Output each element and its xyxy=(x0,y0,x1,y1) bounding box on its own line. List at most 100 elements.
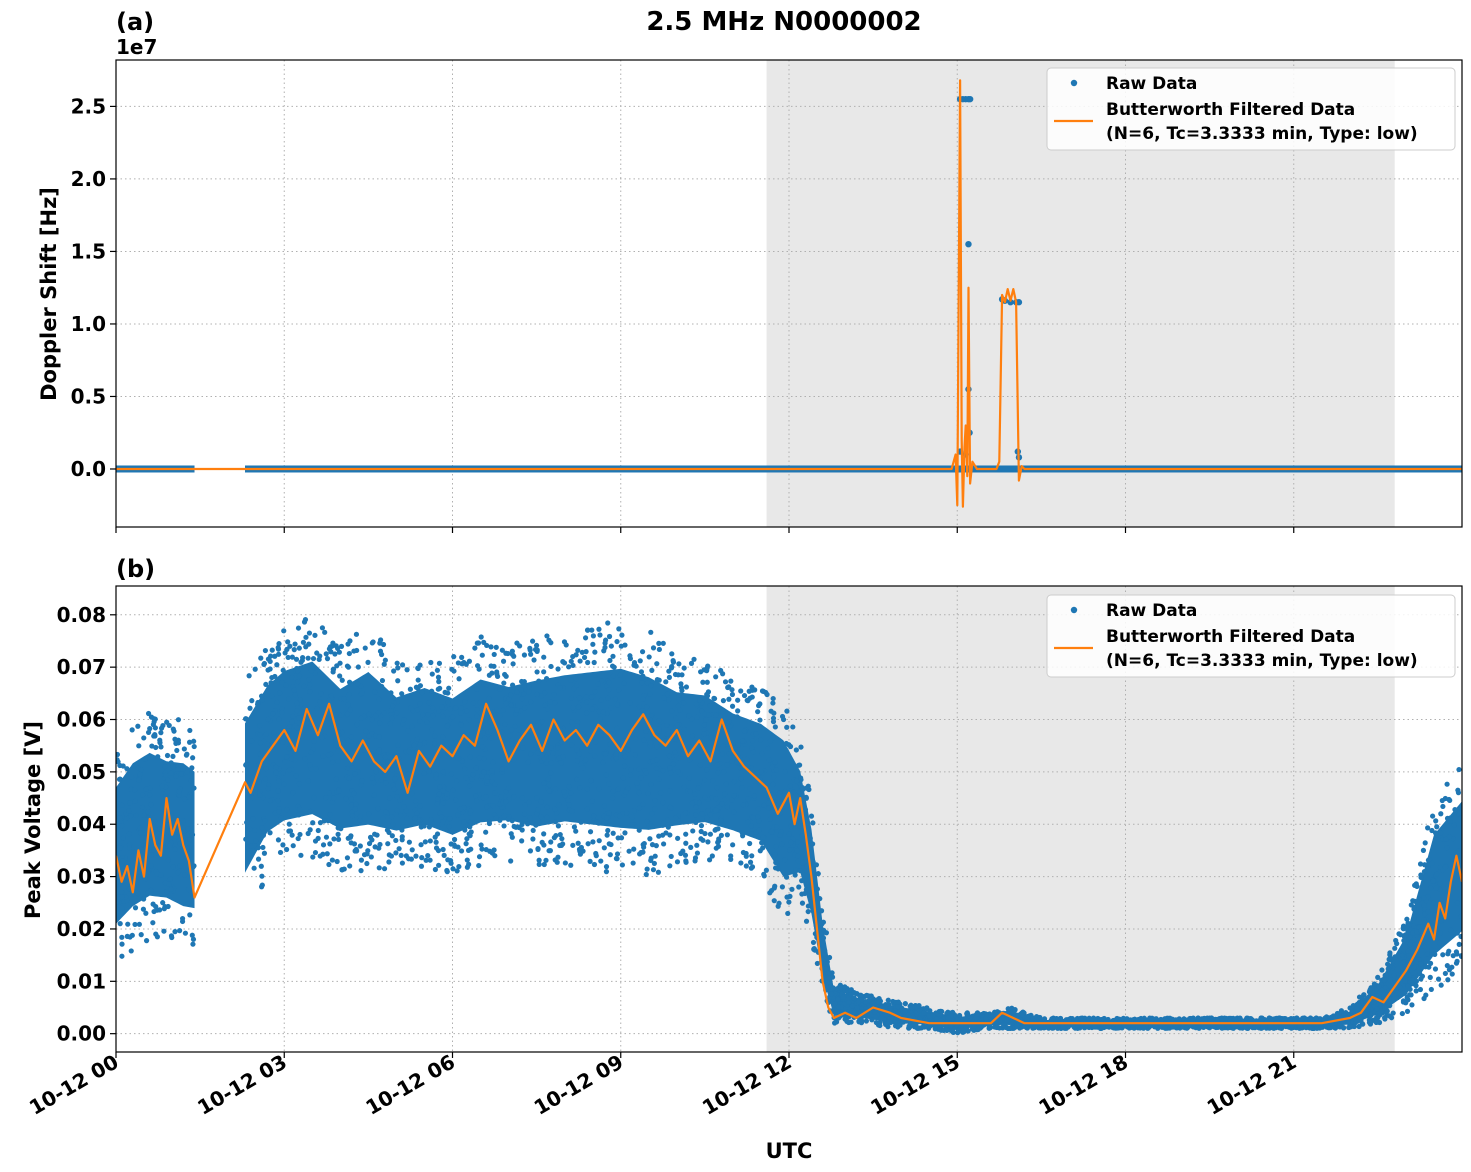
raw-data-point xyxy=(1019,1011,1026,1018)
raw-data-point xyxy=(518,687,524,693)
raw-data-point xyxy=(379,651,385,658)
raw-data-point xyxy=(675,672,681,678)
raw-data-point xyxy=(399,691,405,697)
raw-data-point xyxy=(872,1009,878,1015)
raw-data-point xyxy=(869,1017,875,1023)
raw-data-point xyxy=(598,732,604,738)
raw-data-point xyxy=(610,653,616,659)
raw-data-point xyxy=(433,771,439,778)
y-tick-label: 0.01 xyxy=(57,969,106,993)
raw-data-point xyxy=(802,807,809,813)
raw-data-point xyxy=(541,861,547,868)
raw-data-point xyxy=(140,835,146,841)
raw-data-point xyxy=(371,792,377,798)
raw-data-point xyxy=(534,691,540,697)
raw-data-point xyxy=(699,811,705,817)
raw-data-point xyxy=(136,777,142,783)
raw-data-point xyxy=(650,867,657,873)
raw-data-point xyxy=(329,723,335,729)
raw-data-point xyxy=(1180,1024,1186,1030)
raw-data-point xyxy=(333,712,339,718)
raw-data-point xyxy=(282,650,288,656)
raw-data-point xyxy=(911,1021,917,1027)
raw-data-point xyxy=(328,649,334,655)
raw-data-point xyxy=(1444,815,1451,821)
raw-data-point xyxy=(335,836,342,842)
raw-data-point xyxy=(177,863,183,869)
raw-data-point xyxy=(117,921,123,927)
raw-data-point xyxy=(636,805,643,811)
raw-data-point xyxy=(440,713,446,719)
raw-data-point xyxy=(120,763,126,769)
raw-data-point xyxy=(648,857,654,864)
raw-data-point xyxy=(509,682,516,688)
raw-data-point xyxy=(527,848,534,854)
raw-data-point xyxy=(262,818,268,824)
raw-data-point xyxy=(963,1016,969,1022)
raw-data-point xyxy=(770,700,776,706)
raw-data-point xyxy=(761,802,767,809)
raw-data-point xyxy=(172,929,178,935)
raw-data-point xyxy=(463,841,469,847)
raw-data-point xyxy=(506,696,512,702)
raw-data-point xyxy=(1399,1010,1405,1017)
filtered-data-line xyxy=(116,702,1462,1025)
raw-data-point xyxy=(344,663,351,669)
raw-data-point xyxy=(247,782,253,788)
raw-data-point xyxy=(755,814,761,820)
raw-data-point xyxy=(267,830,273,836)
raw-data-point xyxy=(521,679,527,685)
raw-data-point xyxy=(491,781,498,788)
raw-data-point xyxy=(639,707,646,714)
raw-data-point xyxy=(759,750,765,757)
raw-data-point xyxy=(335,825,341,831)
raw-data-point xyxy=(603,869,610,875)
raw-data-point xyxy=(770,695,776,702)
raw-data-point xyxy=(666,674,673,680)
raw-data-point xyxy=(1418,874,1424,881)
raw-data-point xyxy=(772,724,778,730)
raw-data-point xyxy=(141,812,147,818)
raw-data-point xyxy=(476,666,482,672)
raw-data-point xyxy=(1421,895,1427,901)
raw-data-point xyxy=(550,750,556,756)
raw-data-point xyxy=(670,761,677,767)
raw-data-point xyxy=(535,846,541,852)
raw-data-point xyxy=(447,706,453,712)
raw-data-point xyxy=(1400,998,1407,1004)
raw-data-point xyxy=(348,796,354,802)
raw-data-point xyxy=(1404,957,1411,964)
raw-data-point xyxy=(600,709,606,715)
raw-data-point xyxy=(494,707,500,713)
raw-data-point xyxy=(667,832,673,838)
raw-data-point xyxy=(635,784,642,790)
raw-data-point xyxy=(167,842,173,849)
raw-data-point xyxy=(508,858,514,864)
raw-data-point xyxy=(1442,970,1448,977)
raw-data-point xyxy=(592,672,599,678)
raw-data-point xyxy=(1397,932,1404,938)
raw-data-point xyxy=(507,732,513,739)
raw-data-point xyxy=(175,766,181,772)
raw-data-point xyxy=(1432,912,1438,918)
raw-data-point xyxy=(128,813,134,819)
raw-data-point xyxy=(568,695,575,702)
raw-data-point xyxy=(818,908,825,914)
raw-data-point xyxy=(318,691,324,697)
raw-data-point xyxy=(289,654,295,660)
raw-data-point xyxy=(693,804,699,810)
raw-data-point xyxy=(1243,1025,1249,1031)
raw-data-point xyxy=(1125,1023,1131,1029)
raw-data-point xyxy=(779,884,785,890)
raw-data-point xyxy=(765,805,772,812)
raw-data-point xyxy=(734,759,740,765)
raw-data-point xyxy=(1412,882,1418,888)
raw-data-point xyxy=(719,801,725,807)
raw-data-point xyxy=(275,837,282,843)
raw-data-point xyxy=(395,678,401,684)
raw-data-point xyxy=(436,660,443,666)
raw-data-point xyxy=(281,781,287,787)
raw-data-point xyxy=(182,872,188,878)
raw-data-point xyxy=(578,819,584,825)
raw-data-point xyxy=(440,800,447,806)
